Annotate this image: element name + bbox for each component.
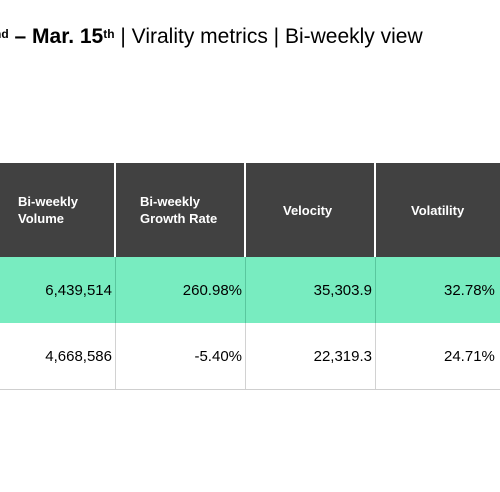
table-header-row: Bi-weekly Volume Bi-weekly Growth Rate V… [0, 163, 500, 257]
header-cell-volatility: Volatility [376, 163, 500, 257]
header-label: Velocity [283, 202, 333, 218]
header-label-line1: Bi-weekly [140, 194, 200, 209]
cell-velocity: 35,303.9 [246, 257, 376, 323]
header-cell-biweekly-volume: Bi-weekly Volume [0, 163, 116, 257]
title-superscript-nd: nd [0, 27, 9, 41]
table-row: 4,668,586 -5.40% 22,319.3 24.71% [0, 323, 500, 390]
cell-biweekly-growth-rate: 260.98% [116, 257, 246, 323]
cell-biweekly-growth-rate: -5.40% [116, 323, 246, 389]
header-label: Volatility [411, 202, 465, 218]
page-title: nd – Mar. 15th | Virality metrics | Bi-w… [0, 22, 423, 52]
header-label-line2: Growth Rate [140, 211, 218, 226]
header-label-line2: Volume [18, 211, 64, 226]
cell-biweekly-volume: 4,668,586 [0, 323, 116, 389]
cell-velocity: 22,319.3 [246, 323, 376, 389]
title-subtitle: | Virality metrics | Bi-weekly view [114, 25, 423, 48]
title-date-range: – Mar. 15 [8, 25, 104, 48]
cell-volatility: 24.71% [444, 347, 495, 365]
header-cell-biweekly-growth-rate: Bi-weekly Growth Rate [116, 163, 246, 257]
cell-volatility: 32.78% [444, 281, 495, 299]
title-superscript-th: th [103, 27, 115, 41]
header-label-line1: Bi-weekly [18, 194, 78, 209]
header-cell-velocity: Velocity [246, 163, 376, 257]
table-row: 6,439,514 260.98% 35,303.9 32.78% [0, 257, 500, 323]
cell-biweekly-volume: 6,439,514 [0, 257, 116, 323]
